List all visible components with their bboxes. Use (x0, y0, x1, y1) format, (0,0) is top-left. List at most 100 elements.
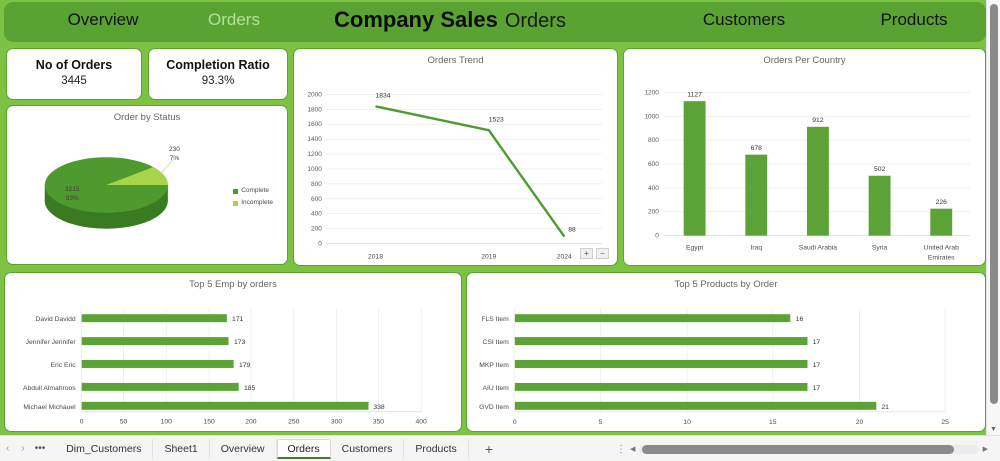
svg-text:Eric Eric: Eric Eric (51, 362, 77, 369)
svg-text:0: 0 (80, 419, 84, 426)
kpi-label-no-of-orders: No of Orders (35, 58, 113, 72)
nav-tab-customers[interactable]: Customers (702, 10, 786, 29)
legend-swatch-incomplete (233, 200, 239, 206)
pie-chart-order-by-status[interactable]: 230 7% 3215 93% Complete Incomplete (7, 123, 287, 255)
chart-title-top5-products: Top 5 Products by Order (674, 279, 778, 290)
line-chart-orders-trend[interactable]: 2000 1800 1600 1400 1200 1000 800 600 40… (294, 66, 617, 266)
svg-text:1834: 1834 (375, 92, 390, 99)
svg-text:502: 502 (874, 166, 886, 173)
svg-text:600: 600 (311, 196, 322, 203)
add-sheet-button[interactable]: + (484, 440, 493, 457)
svg-text:Jennifer Jennifer: Jennifer Jennifer (26, 339, 77, 346)
svg-text:200: 200 (648, 209, 659, 216)
vertical-scrollbar[interactable]: ▼ (986, 0, 1000, 435)
sheet-tab-products[interactable]: Products (404, 438, 469, 459)
nav-tab-overview[interactable]: Overview (67, 10, 139, 29)
scroll-right-arrow-icon[interactable]: ▶ (982, 446, 988, 453)
svg-text:226: 226 (936, 199, 948, 206)
svg-text:2000: 2000 (307, 91, 322, 98)
svg-text:21: 21 (881, 404, 889, 411)
kpi-card-completion-ratio: Completion Ratio 93.3% (148, 48, 288, 100)
svg-text:0: 0 (513, 419, 517, 426)
svg-text:400: 400 (311, 211, 322, 218)
svg-text:0: 0 (655, 233, 659, 240)
legend-label-complete: Complete (241, 187, 270, 194)
svg-text:1127: 1127 (687, 91, 702, 98)
sheet-more-icon[interactable]: ••• (34, 443, 46, 454)
chart-card-top5-emp: Top 5 Emp by orders 171 173 179 185 3 (4, 272, 462, 432)
scrollbar-kebab-icon[interactable]: ⋮ (616, 443, 626, 455)
horizontal-scrollbar[interactable]: ⋮ ◀ ▶ (616, 441, 988, 457)
svg-text:Iraq: Iraq (750, 245, 762, 252)
svg-text:100: 100 (161, 419, 173, 426)
svg-text:600: 600 (648, 161, 659, 168)
svg-text:Saudi Arabia: Saudi Arabia (799, 245, 838, 252)
svg-text:1200: 1200 (307, 151, 322, 158)
svg-text:0: 0 (318, 241, 322, 248)
sheet-tab-bar: ‹ › ••• Dim_Customers Sheet1 Overview Or… (0, 435, 1000, 461)
svg-text:2024: 2024 (557, 253, 572, 260)
pie-label-incomplete-percent: 7% (169, 155, 180, 162)
vertical-scrollbar-thumb[interactable] (990, 4, 998, 404)
sheet-tab-customers[interactable]: Customers (331, 438, 405, 459)
chart-card-orders-trend: Orders Trend 2000 1800 1600 1400 1200 10… (293, 48, 618, 266)
sheet-prev-arrow-icon[interactable]: ‹ (6, 443, 10, 454)
svg-text:5: 5 (599, 419, 603, 426)
svg-text:Michael Michauel: Michael Michauel (23, 404, 76, 411)
sheet-tab-dim-customers[interactable]: Dim_Customers (55, 438, 154, 459)
sheet-tab-sheet1[interactable]: Sheet1 (153, 438, 210, 459)
svg-text:1523: 1523 (489, 116, 504, 123)
horizontal-scrollbar-track[interactable] (639, 444, 979, 454)
chart-card-orders-per-country: Orders Per Country 1200 1000 800 600 400… (623, 48, 986, 266)
pie-legend: Complete Incomplete (233, 185, 273, 209)
scroll-down-arrow-icon[interactable]: ▼ (990, 426, 997, 433)
svg-text:400: 400 (648, 185, 659, 192)
bar-chart-top5-emp[interactable]: 171 173 179 185 338 David Davidd Jennife… (5, 290, 461, 432)
svg-text:912: 912 (812, 117, 824, 124)
dashboard-header: Overview Orders Company Sales Orders Cus… (4, 2, 986, 42)
chart-title-orders-trend: Orders Trend (427, 55, 484, 66)
kpi-value-no-of-orders: 3445 (61, 75, 87, 87)
pie-label-complete-percent: 93% (65, 195, 79, 202)
sheet-tab-orders[interactable]: Orders (276, 438, 331, 459)
svg-text:United Arab: United Arab (924, 245, 960, 252)
legend-entry-complete[interactable]: Complete (233, 185, 273, 197)
pie-chart-svg (44, 157, 175, 229)
svg-text:2018: 2018 (368, 253, 383, 260)
svg-text:300: 300 (331, 419, 343, 426)
bar-chart-orders-per-country[interactable]: 1200 1000 800 600 400 200 0 1127 678 912… (624, 66, 985, 266)
chart-card-top5-products: Top 5 Products by Order 16 17 17 17 21 F… (466, 272, 986, 432)
svg-text:17: 17 (813, 385, 821, 392)
chart-title-top5-emp: Top 5 Emp by orders (189, 279, 277, 290)
svg-text:678: 678 (751, 145, 763, 152)
svg-text:350: 350 (373, 419, 385, 426)
nav-tab-orders[interactable]: Orders (208, 10, 260, 29)
svg-text:Emirates: Emirates (928, 254, 955, 261)
drill-expand-button[interactable]: + (580, 248, 593, 259)
legend-entry-incomplete[interactable]: Incomplete (233, 197, 273, 209)
legend-label-incomplete: Incomplete (241, 199, 273, 206)
svg-text:17: 17 (813, 362, 821, 369)
drill-collapse-button[interactable]: − (596, 248, 609, 259)
svg-text:50: 50 (120, 419, 128, 426)
pie-label-incomplete-value: 230 (169, 146, 180, 153)
svg-text:338: 338 (373, 404, 385, 411)
horizontal-scrollbar-thumb[interactable] (642, 444, 955, 454)
svg-text:Abdull Almahroos: Abdull Almahroos (23, 385, 76, 392)
bar-chart-top5-products[interactable]: 16 17 17 17 21 FLS Item CSI Item MKP Ite… (467, 290, 985, 432)
svg-text:1400: 1400 (307, 136, 322, 143)
sheet-next-arrow-icon[interactable]: › (21, 443, 25, 454)
kpi-label-completion-ratio: Completion Ratio (166, 58, 270, 72)
svg-text:15: 15 (769, 419, 777, 426)
drill-buttons: + − (580, 248, 609, 259)
nav-tab-products[interactable]: Products (880, 10, 948, 29)
scroll-left-arrow-icon[interactable]: ◀ (630, 446, 636, 453)
legend-swatch-complete (233, 188, 239, 194)
page-title-main: Company Sales (334, 7, 498, 32)
svg-text:MKP Item: MKP Item (479, 362, 509, 369)
chart-card-order-by-status: Order by Status 230 7% 3215 93% (6, 105, 288, 265)
page-title: Company Sales Orders (334, 7, 566, 33)
svg-text:400: 400 (416, 419, 428, 426)
sheet-tab-overview[interactable]: Overview (210, 438, 277, 459)
